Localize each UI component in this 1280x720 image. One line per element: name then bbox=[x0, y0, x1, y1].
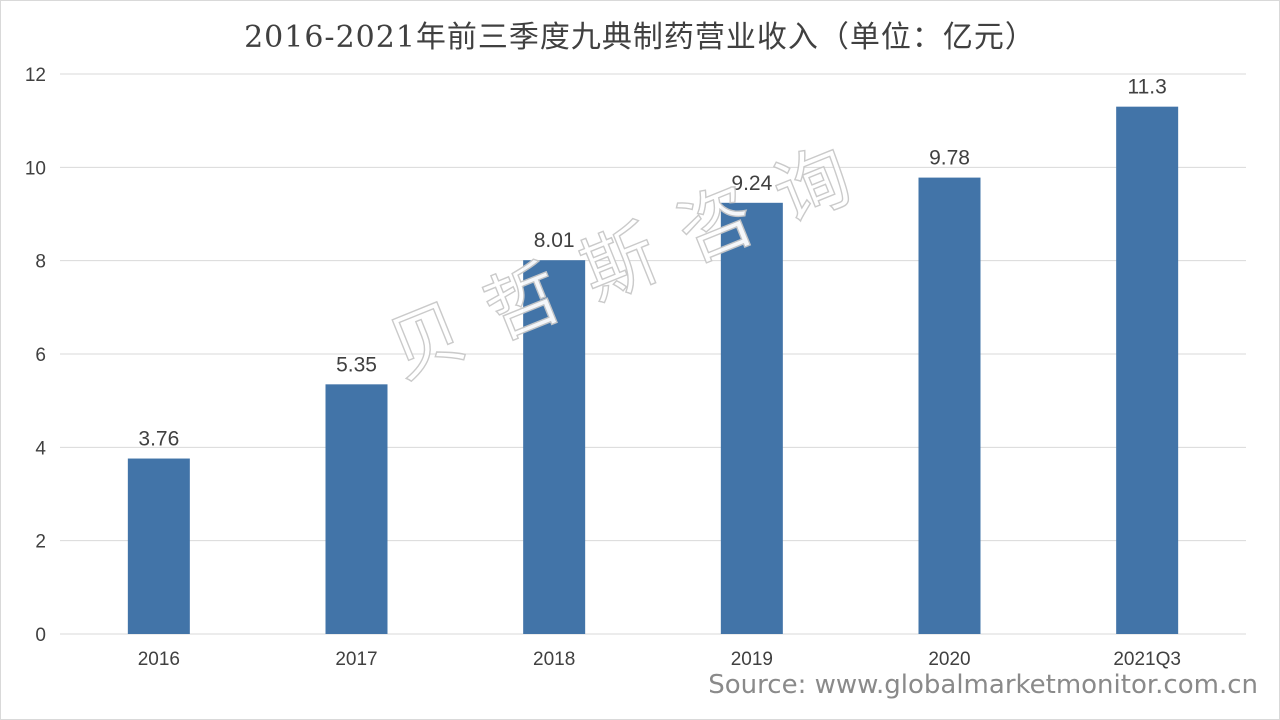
x-tick-label: 2016 bbox=[138, 649, 180, 670]
bar-2019 bbox=[720, 202, 783, 635]
y-tick-label: 6 bbox=[35, 345, 46, 366]
y-tick-label: 4 bbox=[35, 438, 46, 459]
bar-2021Q3 bbox=[1116, 106, 1179, 634]
grid-lines bbox=[60, 73, 1246, 635]
y-axis-tick-labels: 0 2 4 6 8 10 12 bbox=[25, 65, 47, 646]
y-tick-label: 10 bbox=[25, 158, 46, 179]
x-tick-label: 2017 bbox=[335, 649, 377, 670]
x-tick-label: 2021Q3 bbox=[1113, 649, 1181, 670]
bar-series bbox=[127, 106, 1179, 635]
data-labels: 3.76 5.35 8.01 9.24 9.78 11.3 bbox=[138, 76, 1166, 451]
x-axis-tick-labels: 2016 2017 2018 2019 2020 2021Q3 bbox=[138, 649, 1181, 670]
source-note: Source: www.globalmarketmonitor.com.cn bbox=[708, 670, 1258, 700]
data-label: 3.76 bbox=[138, 428, 179, 451]
x-tick-label: 2020 bbox=[928, 649, 970, 670]
x-tick-label: 2019 bbox=[731, 649, 773, 670]
data-label: 11.3 bbox=[1128, 76, 1167, 99]
bar-2020 bbox=[918, 177, 981, 634]
chart-title: 2016-2021年前三季度九典制药营业收入（单位：亿元） bbox=[244, 20, 1036, 55]
bar-2017 bbox=[325, 384, 388, 634]
data-label: 9.24 bbox=[731, 172, 772, 195]
data-label: 8.01 bbox=[534, 229, 575, 252]
data-label: 5.35 bbox=[336, 353, 377, 376]
y-tick-label: 8 bbox=[35, 252, 46, 273]
bar-2016 bbox=[127, 458, 190, 634]
data-label: 9.78 bbox=[929, 147, 970, 170]
x-tick-label: 2018 bbox=[533, 649, 575, 670]
y-tick-label: 12 bbox=[25, 65, 46, 86]
y-tick-label: 0 bbox=[35, 625, 46, 646]
y-tick-label: 2 bbox=[35, 532, 46, 553]
bar-2018 bbox=[523, 260, 586, 634]
